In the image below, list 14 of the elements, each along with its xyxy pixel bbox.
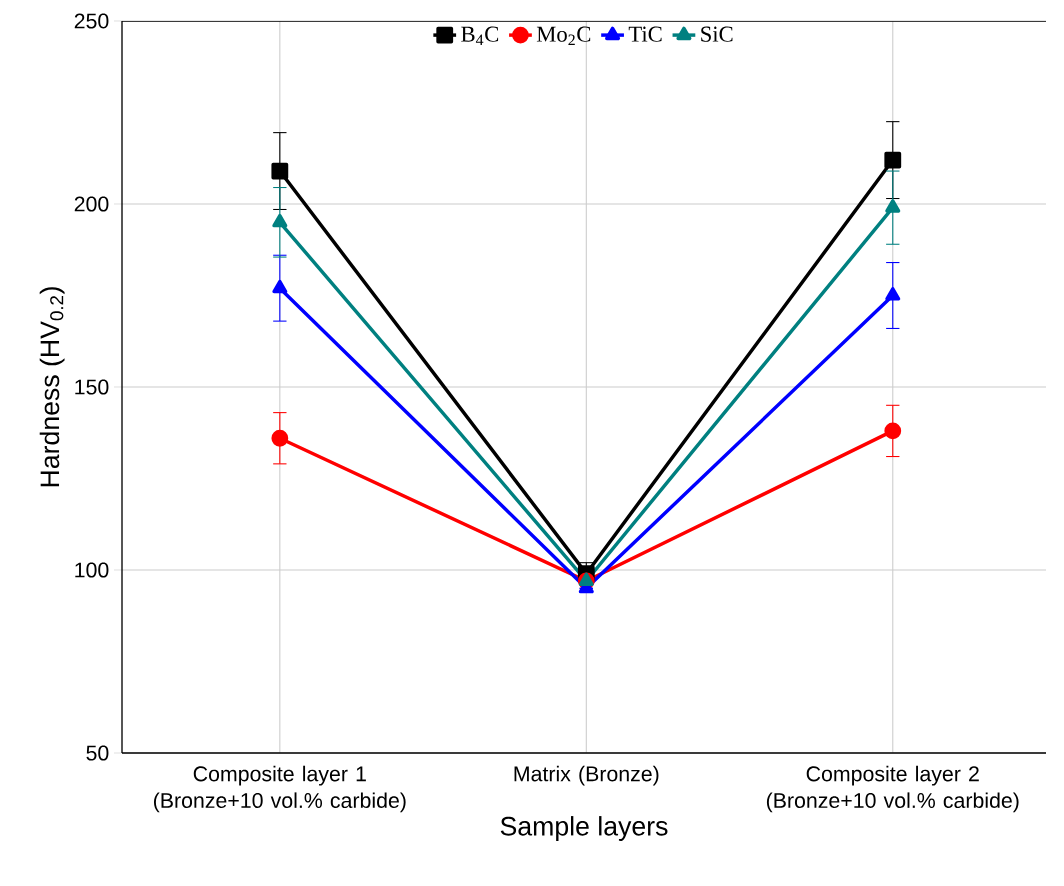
x-tick-label: Composite layer 1 (Bronze+10 vol.% carbide): [153, 765, 406, 813]
y-tick-label: 150: [75, 379, 109, 395]
x-tick-label: Composite layer 2 (Bronze+10 vol.% carbide): [766, 765, 1019, 813]
y-axis-title: Hardness (HV$_{0.2}$): [39, 287, 65, 487]
x-axis-title: Sample layers: [500, 816, 668, 841]
y-tick-label: 100: [75, 562, 109, 578]
x-tick-label: Matrix (Bronze): [514, 765, 659, 786]
y-tick-label: 200: [74, 196, 109, 212]
legend-label: TiC: [628, 26, 662, 42]
y-tick-label: 250: [74, 13, 109, 29]
legend-label: Mo$_{2}$C: [536, 26, 591, 46]
legend-label: B$_{4}$C: [461, 26, 499, 46]
y-tick-label: 50: [86, 745, 109, 761]
legend-label: SiC: [701, 26, 733, 42]
